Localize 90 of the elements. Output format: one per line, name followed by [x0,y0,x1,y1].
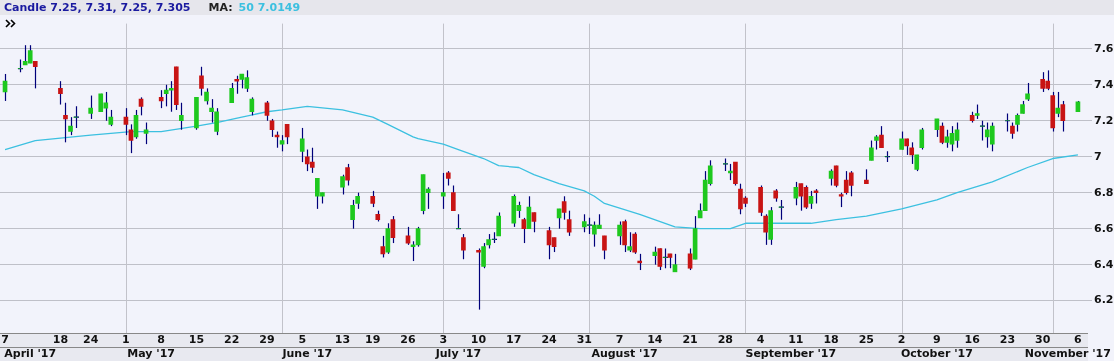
x-tick-label: 25 [858,333,875,347]
x2-tick-label: November '17 [1024,347,1111,361]
x-tick-label: 1 [122,333,130,347]
candlestick [163,84,169,107]
candlestick [229,82,235,104]
candlestick [63,102,68,143]
candlestick [632,231,637,255]
candlestick [179,102,184,131]
y-tick-label: 6.2 [1094,293,1114,307]
x-tick-label: 9 [933,333,941,347]
x-tick-label: 6 [1074,333,1083,347]
candlestick [662,247,669,269]
candlestick [455,213,462,230]
x2-tick-label: October '17 [900,347,973,361]
candlestick [440,172,446,210]
x-tick-label: 2 [897,333,906,347]
x-tick-label: 22 [224,333,240,347]
x-tick-label: 17 [506,333,522,347]
candlestick [884,150,891,163]
x-tick-label: 11 [788,333,804,347]
x-tick-label: 24 [541,333,558,347]
candlestick [461,233,466,260]
x-tick-label: 19 [365,333,381,347]
y-tick-label: 6.8 [1094,185,1114,199]
x-tick-label: 26 [400,333,416,347]
candlestick [299,127,305,163]
candlestick [264,100,270,122]
candlestick [340,174,345,196]
x-tick-label: 30 [1035,333,1051,347]
candlestick [561,195,567,221]
x-tick-label: 16 [964,333,981,347]
candlestick [989,121,995,152]
x2-tick-label: August '17 [591,347,658,361]
y-tick-label: 7.4 [1094,77,1114,91]
x-tick-label: 3 [439,333,448,347]
candlestick [58,80,63,106]
x-tick-label: 4 [756,333,765,347]
x-tick-label: 28 [717,333,733,347]
candlestick [954,121,960,149]
candlestick [617,220,622,246]
candlestick [88,94,93,120]
candlestick [919,127,925,151]
candlestick [143,121,149,145]
x2-tick-label: September '17 [745,347,837,361]
x-tick-label: 7 [1,333,9,347]
x2-tick-label: May '17 [127,347,175,361]
y-tick-label: 6.6 [1094,221,1114,235]
x-tick-label: 8 [157,333,166,347]
candlestick [380,235,386,259]
candlestick [798,183,804,212]
x-tick-label: 18 [52,333,69,347]
candlestick [1055,91,1061,118]
y-tick-label: 6.4 [1094,257,1114,271]
x-tick-label: 10 [470,333,487,347]
x-tick-label: 23 [999,333,1016,347]
x-tick-label: 14 [647,333,663,347]
x2-tick-label: April '17 [4,347,57,361]
x-tick-label: 31 [576,333,592,347]
y-tick-label: 7.6 [1094,41,1114,55]
x-tick-label: 24 [83,333,99,347]
candlestick [451,184,456,212]
x-tick-label: 13 [334,333,351,347]
y-tick-label: 7.2 [1094,113,1114,127]
x-tick-label: 15 [188,333,205,347]
candlestick [32,60,38,89]
candlestick [869,139,874,161]
candlestick [1004,112,1011,133]
candlestick [909,141,915,165]
x-tick-label: 29 [259,333,275,347]
candlestick [168,80,174,113]
candlestick [848,170,854,197]
x-tick-label: 21 [682,333,698,347]
candlestick [476,247,481,311]
x2-tick-label: July '17 [434,347,482,361]
x-tick-label: 18 [823,333,839,347]
chart-title: Candle 7.25, 7.31, 7.25, 7.305 [4,0,191,15]
candlestick [566,210,572,237]
x2-tick-label: June '17 [281,347,333,361]
y-tick-label: 7 [1094,149,1102,163]
candlestick [763,213,768,246]
x-tick-label: 7 [615,333,624,347]
candlestick [879,125,884,149]
candlestick [309,147,315,174]
candlestick [199,66,204,97]
candlestick [128,123,134,154]
candlestick [733,161,738,187]
x-tick-label: 5 [298,333,307,347]
text: 50 7.0149 [238,0,301,15]
legend-title: MA: [208,0,233,15]
candlestick [17,58,24,73]
